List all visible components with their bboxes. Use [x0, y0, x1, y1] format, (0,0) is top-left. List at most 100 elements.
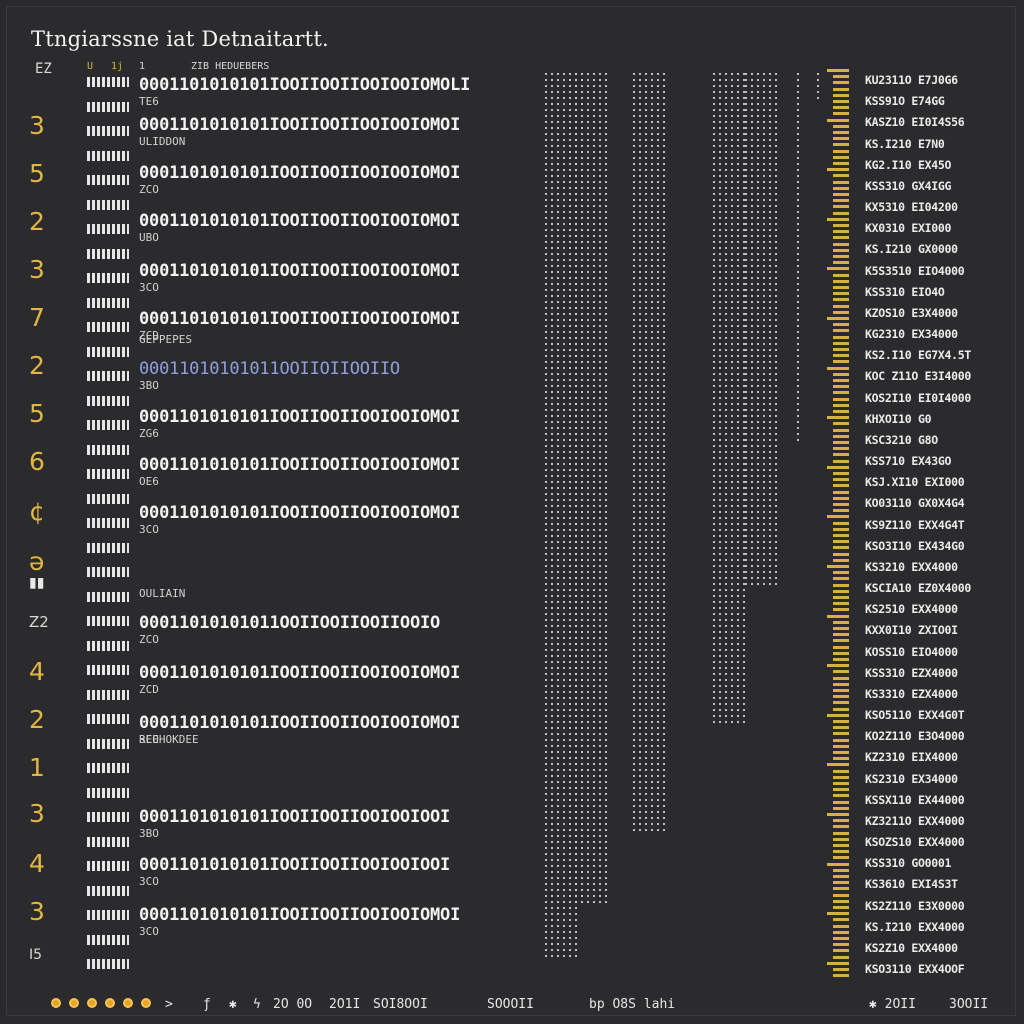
ruler-tick — [833, 844, 849, 847]
right-list-item[interactable]: KS9Z110 EXX4G4T — [865, 518, 965, 532]
right-list-item[interactable]: KSS310 EIO4O — [865, 285, 945, 299]
right-list-item[interactable]: KG2.I10 EX45O — [865, 158, 952, 172]
ruler-tick — [833, 869, 849, 872]
binary-row[interactable]: 0001101010101IOOIIOOIIOOIOOIOOI — [139, 807, 451, 827]
right-list-item[interactable]: KSS710 EX43GO — [865, 454, 952, 468]
right-list-item[interactable]: KS2Z110 E3X0000 — [865, 899, 965, 913]
ruler-tick — [833, 528, 849, 531]
row-tag: 3BO — [139, 827, 159, 840]
binary-row[interactable]: 00011010101011OOIIOIIOOIIO — [139, 359, 400, 379]
binary-row[interactable]: 0001101010101IOOIIOOIIOOIOOIOOI — [139, 855, 451, 875]
binary-row[interactable]: 0001101010101IOOIIOOIIOOIOOIOMOI — [139, 455, 461, 475]
right-list-item[interactable]: KS2310 EX34000 — [865, 772, 958, 786]
right-list-item[interactable]: KASZ10 EI0I4S56 — [865, 115, 965, 129]
binary-row[interactable]: 0001101010101IOOIIOOIIOOIOOIOMOI — [139, 309, 461, 329]
binary-row[interactable]: 0001101010101IOOIIOOIIOOIOOIOMOI — [139, 163, 461, 183]
footer-b[interactable]: ✱ — [229, 997, 237, 1012]
binary-row[interactable]: 0001101010101IOOIIOOIIOOIOOIOMOI — [139, 905, 461, 925]
right-list-item[interactable]: KS3310 EZX4000 — [865, 687, 958, 701]
page-dots[interactable] — [51, 998, 151, 1008]
right-list-item[interactable]: KS3610 EXI4S3T — [865, 877, 958, 891]
right-list-item[interactable]: KOC Z11O E3I4000 — [865, 369, 971, 383]
footer-f: SOI8OOI — [373, 997, 428, 1012]
right-list-item[interactable]: KS.I210 EXX4000 — [865, 920, 965, 934]
right-list-item[interactable]: KO2Z110 E3O4000 — [865, 729, 965, 743]
page-dot[interactable] — [123, 998, 133, 1008]
row-marker-icon — [87, 592, 129, 602]
page-dot[interactable] — [69, 998, 79, 1008]
ruler-tick — [833, 776, 849, 779]
right-list-item[interactable]: KOS2I10 EI0I4000 — [865, 391, 971, 405]
right-list-item[interactable]: KS3210 EXX4000 — [865, 560, 958, 574]
right-list-item[interactable]: KHXOI10 G0 — [865, 412, 932, 426]
page-dot[interactable] — [51, 998, 61, 1008]
binary-row[interactable]: 0001101010101IOOIIOOIIOOIOOIOMOI — [139, 713, 461, 733]
right-list-item[interactable]: KZOS10 E3X4000 — [865, 306, 958, 320]
right-list-item[interactable]: KS2.I10 EG7X4.5T — [865, 348, 971, 362]
right-list-item[interactable]: KXX0I10 ZXIO0I — [865, 623, 958, 637]
right-list-item[interactable]: KSS310 EZX4000 — [865, 666, 958, 680]
right-list-item[interactable]: KSSX110 EX44000 — [865, 793, 965, 807]
right-list-item[interactable]: KSO3110 EXX4OOF — [865, 962, 965, 976]
right-list-item[interactable]: KX5310 EI04200 — [865, 200, 958, 214]
dot-column — [817, 73, 823, 103]
binary-row[interactable]: 00011010101011OOIIOOIIOOIIOOIO — [139, 613, 441, 633]
right-list-item[interactable]: KX0310 EXI000 — [865, 221, 952, 235]
ruler-tick — [833, 323, 849, 326]
right-list-item[interactable]: KSOZS10 EXX4000 — [865, 835, 965, 849]
right-list-item[interactable]: KZ2310 EIX4000 — [865, 750, 958, 764]
right-list-item[interactable]: KO03110 GX0X4G4 — [865, 496, 965, 510]
ruler-tick — [833, 571, 849, 574]
binary-row[interactable]: 0001101010101IOOIIOOIIOOIOOIOMOI — [139, 261, 461, 281]
row-tag: ZG6 — [139, 427, 159, 440]
page-dot[interactable] — [141, 998, 151, 1008]
binary-row[interactable]: 0001101010101IOOIIOOIIOOIOOIOMOI — [139, 211, 461, 231]
ruler-tick — [833, 695, 849, 698]
row-marker-icon — [87, 543, 129, 553]
row-tag: ULIDDON — [139, 135, 186, 148]
right-list-item[interactable]: KSJ.XI10 EXI000 — [865, 475, 965, 489]
binary-row[interactable]: 0001101010101IOOIIOOIIOOIOOIOMOI — [139, 115, 461, 135]
ruler-tick — [833, 162, 849, 165]
binary-row[interactable]: 0001101010101IOOIIOOIIOOIOOIOMOI — [139, 663, 461, 683]
right-list-item[interactable]: KSO5110 EXX4G0T — [865, 708, 965, 722]
page-title: Ttngiarssne iat Detnaitartt. — [31, 27, 329, 51]
right-list-item[interactable]: KU2311O E7J0G6 — [865, 73, 958, 87]
right-list-item[interactable]: KSS310 GO0001 — [865, 856, 952, 870]
ruler-tick — [833, 584, 849, 587]
right-list-item[interactable]: KG2310 EX34000 — [865, 327, 958, 341]
right-list-item[interactable]: KS2Z10 EXX4000 — [865, 941, 958, 955]
footer-a[interactable]: ƒ — [203, 997, 211, 1012]
right-list-item[interactable]: KSO3I10 EX434G0 — [865, 539, 965, 553]
row-marker-icon — [87, 812, 129, 822]
footer-c[interactable]: ϟ — [253, 997, 261, 1012]
right-list-item[interactable]: KS.I210 E7N0 — [865, 137, 945, 151]
right-list-item[interactable]: KSCIA10 EZ0X4000 — [865, 581, 971, 595]
right-list-item[interactable]: KZ3211O EXX4000 — [865, 814, 965, 828]
row-marker-icon — [87, 420, 129, 430]
dot-column — [797, 73, 803, 443]
chevron-right-icon[interactable]: > — [165, 997, 173, 1012]
right-list-item[interactable]: KSS91O E74GG — [865, 94, 945, 108]
right-list-item[interactable]: KSC3210 G8O — [865, 433, 938, 447]
page-dot[interactable] — [105, 998, 115, 1008]
gutter-flag-icon: ▮▮ — [29, 575, 45, 591]
page-dot[interactable] — [87, 998, 97, 1008]
right-list-item[interactable]: KSS310 GX4IGG — [865, 179, 952, 193]
right-list-item[interactable]: KS2510 EXX4000 — [865, 602, 958, 616]
binary-row[interactable]: 0001101010101IOOIIOOIIOOIOOIOMOI — [139, 503, 461, 523]
ruler-tick — [833, 336, 849, 339]
binary-row[interactable]: 0001101010101IOOIIOOIIOOIOOIOMOLI — [139, 75, 471, 95]
dot-column — [745, 73, 781, 585]
ruler-tick — [833, 280, 849, 283]
right-list-item[interactable]: K5S3510 EIO4000 — [865, 264, 965, 278]
binary-row[interactable]: 0001101010101IOOIIOOIIOOIOOIOMOI — [139, 407, 461, 427]
row-marker-icon — [87, 200, 129, 210]
ruler-tick — [833, 156, 849, 159]
right-list-item[interactable]: KS.I210 GX0000 — [865, 242, 958, 256]
ruler-tick — [833, 311, 849, 314]
row-tag: ZCD — [139, 329, 159, 342]
row-marker-icon — [87, 641, 129, 651]
right-list-item[interactable]: KOSS10 EIO4000 — [865, 645, 958, 659]
line-number: 5 — [29, 159, 45, 188]
